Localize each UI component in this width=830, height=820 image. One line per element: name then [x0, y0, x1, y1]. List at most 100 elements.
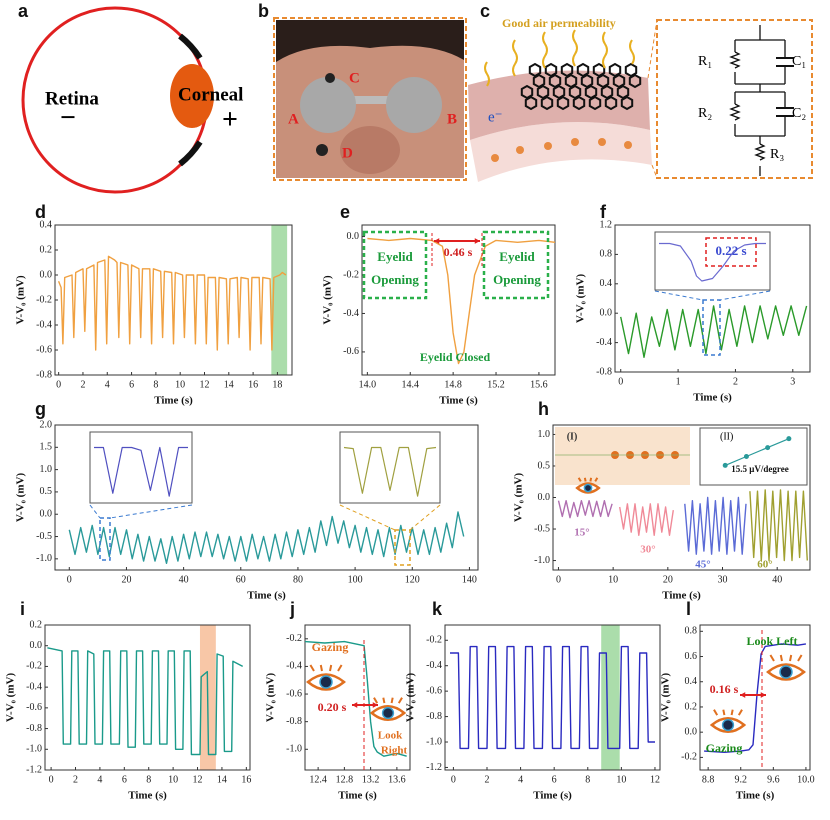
- annotation: Gazing: [312, 640, 349, 654]
- x-tick-label: 60: [236, 574, 246, 585]
- x-tick-label: 12: [199, 379, 209, 390]
- zoom-line: [719, 290, 771, 301]
- retina-label: Retina: [45, 88, 99, 109]
- eyelash: [589, 477, 593, 482]
- y-tick-label: -0.2: [681, 752, 697, 763]
- x-tick-label: 14.0: [359, 379, 377, 390]
- y-tick-label: -1.0: [426, 736, 442, 747]
- eye-icon: [369, 697, 407, 721]
- x-tick-label: 10.0: [797, 774, 815, 785]
- x-tick-label: 9.2: [734, 774, 747, 785]
- hexagon: [568, 84, 582, 100]
- series-label: 30°: [640, 544, 655, 556]
- plot-frame: [304, 624, 411, 771]
- hexagon: [544, 62, 558, 78]
- arrow-head: [760, 692, 766, 698]
- x-tick-label: 8.8: [702, 774, 715, 785]
- zoom-line: [89, 504, 101, 519]
- inset-point: [743, 454, 749, 459]
- panel-c: c Good air permeability e⁻ R₁ C₁ R₂ C₂ R…: [468, 1, 813, 182]
- electrode: [316, 144, 328, 156]
- hexagon: [584, 84, 598, 100]
- y-tick-label: -0.8: [26, 723, 42, 734]
- glasses-bridge: [350, 96, 390, 104]
- hexagon: [528, 62, 542, 78]
- cornea: [170, 64, 214, 128]
- highlight-band: [271, 225, 288, 375]
- hexagon: [572, 95, 586, 111]
- x-tick-label: 1: [676, 376, 681, 387]
- y-tick-label: 0.2: [40, 244, 53, 255]
- y-tick-label: -0.2: [286, 633, 302, 644]
- x-axis-label: Time (s): [533, 790, 572, 802]
- annotation: Eyelid Closed: [420, 350, 491, 364]
- y-tick-label: -0.4: [36, 319, 52, 330]
- x-tick-label: 10: [608, 574, 618, 585]
- y-tick-label: -0.4: [343, 308, 359, 319]
- x-tick-label: 18: [272, 379, 282, 390]
- annotation: Look: [378, 730, 403, 742]
- panel-label: j: [289, 599, 295, 619]
- circuit-label: R₁: [698, 54, 712, 69]
- x-tick-label: 2: [484, 774, 489, 785]
- arrow-head: [740, 692, 746, 698]
- y-tick-label: 2.0: [40, 419, 53, 430]
- x-axis-label: Time (s): [247, 590, 286, 602]
- hair: [276, 20, 464, 62]
- equivalent-circuit: [729, 25, 794, 176]
- annotation: Eyelid: [499, 249, 535, 264]
- x-tick-label: 80: [293, 574, 303, 585]
- annotation: (I): [567, 431, 578, 442]
- y-tick-label: -0.2: [26, 661, 42, 672]
- data-line: [450, 645, 655, 750]
- inset-line: [724, 438, 790, 466]
- pupil: [779, 665, 793, 679]
- x-tick-label: 12.8: [336, 774, 354, 785]
- annotation: Gazing: [706, 741, 743, 755]
- hexagon: [604, 95, 618, 111]
- eyelid: [178, 140, 203, 167]
- circuit-frame: [656, 19, 813, 179]
- dashed-box: [705, 237, 757, 267]
- y-tick-label: 1.0: [40, 464, 53, 475]
- eyelash: [769, 654, 775, 662]
- eyelash: [373, 697, 379, 704]
- y-axis-label: V-V₀ (mV): [322, 275, 334, 325]
- x-tick-label: 10: [168, 774, 178, 785]
- inset-frame: [654, 231, 771, 291]
- hexagon: [552, 84, 566, 100]
- eyelash: [382, 697, 386, 704]
- circuit-label: C₁: [792, 54, 806, 69]
- x-tick-label: 14.8: [444, 379, 462, 390]
- hexagon: [608, 62, 622, 78]
- x-tick-label: 6: [129, 379, 134, 390]
- panel-label: a: [18, 1, 29, 21]
- x-tick-label: 16: [241, 774, 251, 785]
- x-tick-label: 2: [73, 774, 78, 785]
- y-tick-label: 0.8: [685, 626, 698, 637]
- x-tick-label: 0: [56, 379, 61, 390]
- hexagon: [612, 73, 626, 89]
- data-line: [304, 640, 407, 757]
- y-tick-label: -0.4: [26, 681, 42, 692]
- annotation: Eyelid: [377, 249, 413, 264]
- y-axis-label: V-V₀ (mV): [405, 673, 417, 723]
- arrow-head: [434, 238, 440, 244]
- hexagon: [596, 73, 610, 89]
- y-axis-label: V-V₀ (mV): [265, 673, 277, 723]
- y-tick-label: -0.6: [343, 346, 359, 357]
- inset-annotation: 0.22 s: [715, 243, 746, 258]
- x-tick-label: 20: [121, 574, 131, 585]
- hexagon: [548, 73, 562, 89]
- circuit-label: C₂: [792, 106, 806, 121]
- eyelash: [779, 654, 783, 662]
- x-tick-label: 40: [772, 574, 782, 585]
- glasses-lens: [300, 77, 356, 133]
- y-tick-label: -1.0: [26, 744, 42, 755]
- series-label: 45°: [695, 559, 710, 571]
- x-axis-label: Time (s): [439, 395, 478, 407]
- x-tick-label: 2: [733, 376, 738, 387]
- plot-frame: [361, 224, 556, 376]
- y-tick-label: 0.0: [40, 509, 53, 520]
- hexagon: [628, 73, 642, 89]
